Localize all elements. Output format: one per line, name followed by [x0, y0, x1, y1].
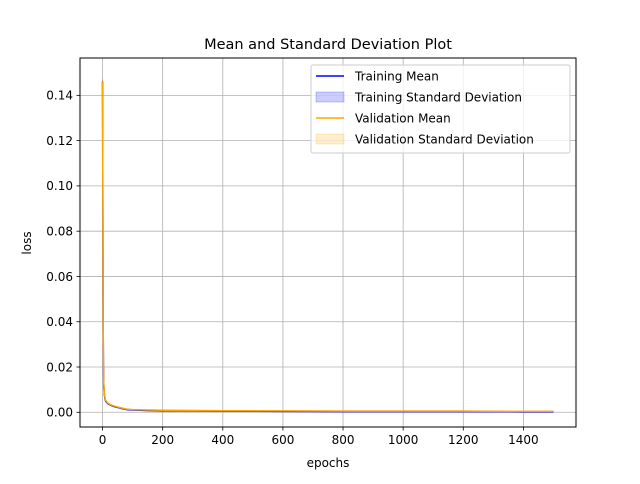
y-tick-label: 0.08 — [46, 224, 73, 238]
y-axis-label: loss — [20, 231, 34, 254]
x-tick-label: 400 — [211, 433, 234, 447]
y-tick-label: 0.00 — [46, 406, 73, 420]
y-tick-label: 0.14 — [46, 89, 73, 103]
series-line — [101, 81, 554, 413]
y-tick-label: 0.12 — [46, 134, 73, 148]
y-tick-label: 0.06 — [46, 270, 73, 284]
y-tick-label: 0.04 — [46, 315, 73, 329]
plot-frame — [79, 57, 577, 428]
legend-label: Validation Standard Deviation — [355, 132, 534, 146]
legend-patch-swatch — [315, 91, 345, 103]
x-tick-label: 1200 — [448, 433, 479, 447]
y-tick-label: 0.10 — [46, 179, 73, 193]
y-tick-label: 0.02 — [46, 360, 73, 374]
legend-box — [310, 64, 571, 154]
legend: Training Mean Training Standard Deviation… — [310, 64, 571, 154]
legend-label: Training Mean — [354, 69, 439, 83]
legend-label: Validation Mean — [355, 111, 451, 125]
legend-patch-swatch — [315, 133, 345, 145]
x-axis-label: epochs — [307, 456, 350, 470]
tick-layer: 0 200 400 600 800 1000 1200 1400 0.00 0.02 0.04 0.0… — [46, 89, 538, 447]
x-tick-label: 800 — [332, 433, 355, 447]
line-layer — [101, 81, 554, 413]
x-tick-label: 1000 — [388, 433, 419, 447]
x-tick-label: 0 — [99, 433, 107, 447]
x-tick-label: 600 — [271, 433, 294, 447]
chart-title: Mean and Standard Deviation Plot — [204, 37, 452, 53]
x-tick-label: 200 — [151, 433, 174, 447]
legend-label: Training Standard Deviation — [354, 90, 522, 104]
x-tick-label: 1400 — [508, 433, 539, 447]
